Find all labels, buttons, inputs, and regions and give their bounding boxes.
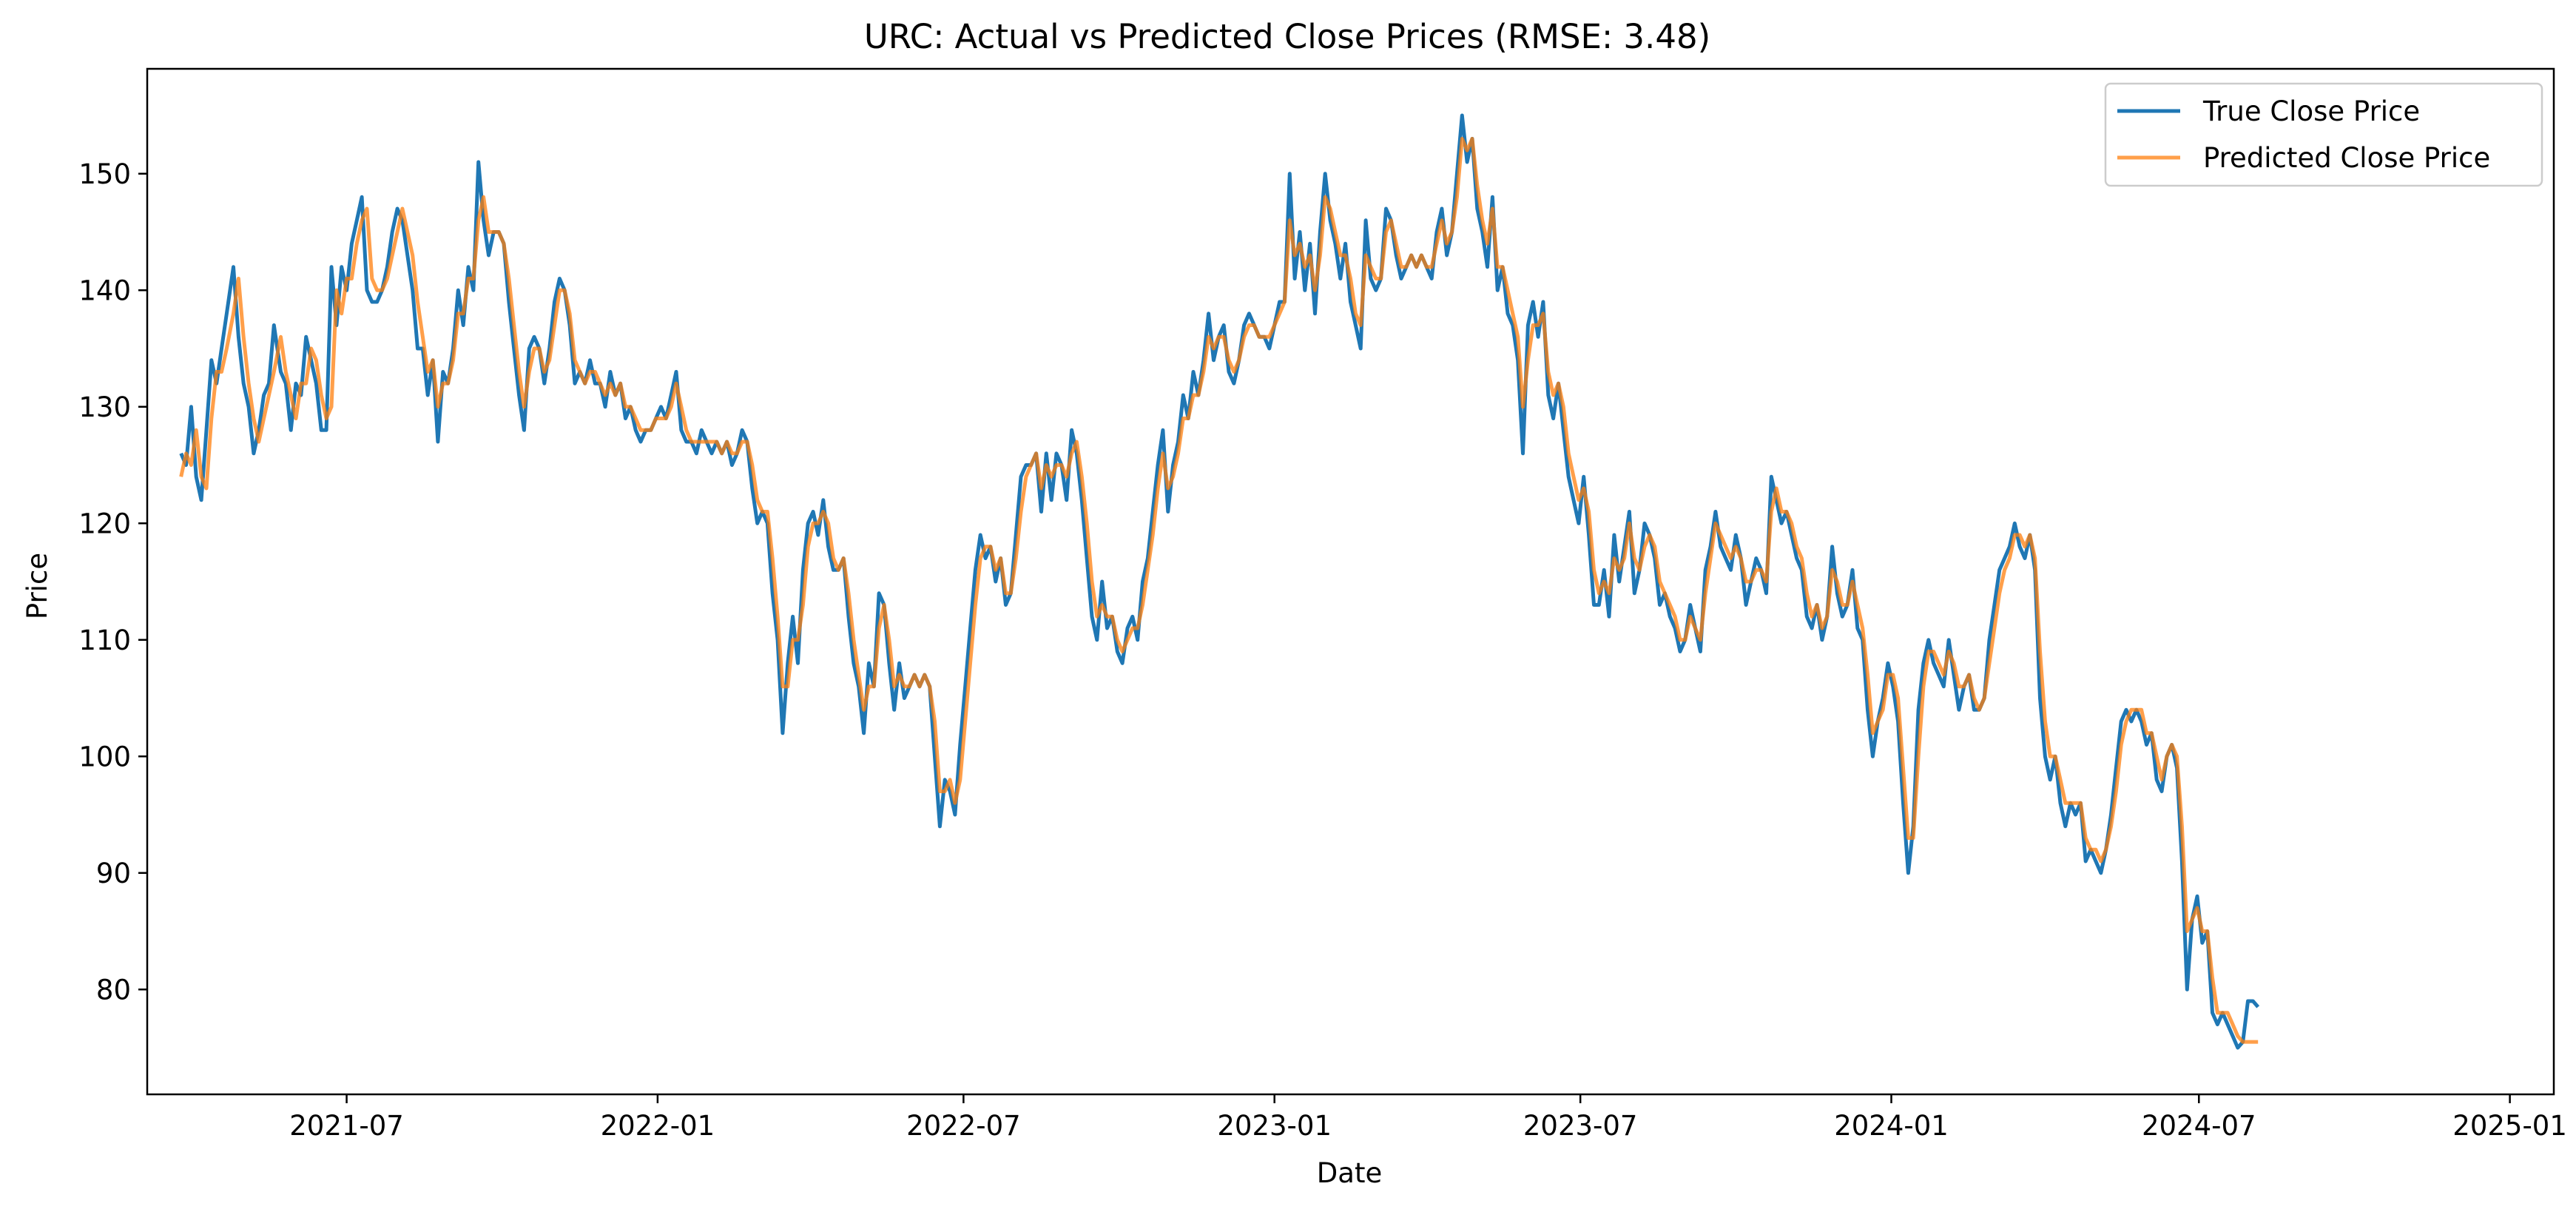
legend-label: Predicted Close Price (2203, 142, 2490, 174)
chart-title: URC: Actual vs Predicted Close Prices (R… (864, 17, 1710, 56)
y-tick-label: 130 (78, 391, 131, 423)
x-tick-label: 2024-01 (1834, 1110, 1949, 1142)
y-tick-label: 120 (78, 508, 131, 539)
x-tick-label: 2025-01 (2452, 1110, 2567, 1142)
plot-area: 2021-07 2022-01 2022-07 2023-01 2023-07 2024-… (78, 67, 2567, 1142)
predicted-close-price-line (179, 137, 2259, 1044)
y-tick-label: 80 (96, 974, 131, 1006)
x-tick-label: 2022-01 (601, 1110, 715, 1142)
x-axis-label: Date (1317, 1157, 1382, 1189)
y-axis-label: Price (21, 553, 53, 619)
x-tick-label: 2021-07 (289, 1110, 404, 1142)
x-tick-label: 2024-07 (2142, 1110, 2256, 1142)
legend: True Close Price Predicted Close Price (2104, 82, 2543, 187)
x-tick-label: 2022-07 (906, 1110, 1021, 1142)
plot-frame (146, 67, 2555, 1096)
legend-label: True Close Price (2202, 95, 2420, 127)
x-tick-label: 2023-07 (1523, 1110, 1638, 1142)
y-tick-label: 90 (96, 858, 131, 889)
y-tick-label: 150 (78, 158, 131, 190)
x-tick-label: 2023-01 (1217, 1110, 1332, 1142)
y-tick-label: 140 (78, 275, 131, 306)
y-tick-label: 110 (78, 624, 131, 656)
legend-box (2104, 82, 2543, 187)
y-tick-label: 100 (78, 741, 131, 772)
